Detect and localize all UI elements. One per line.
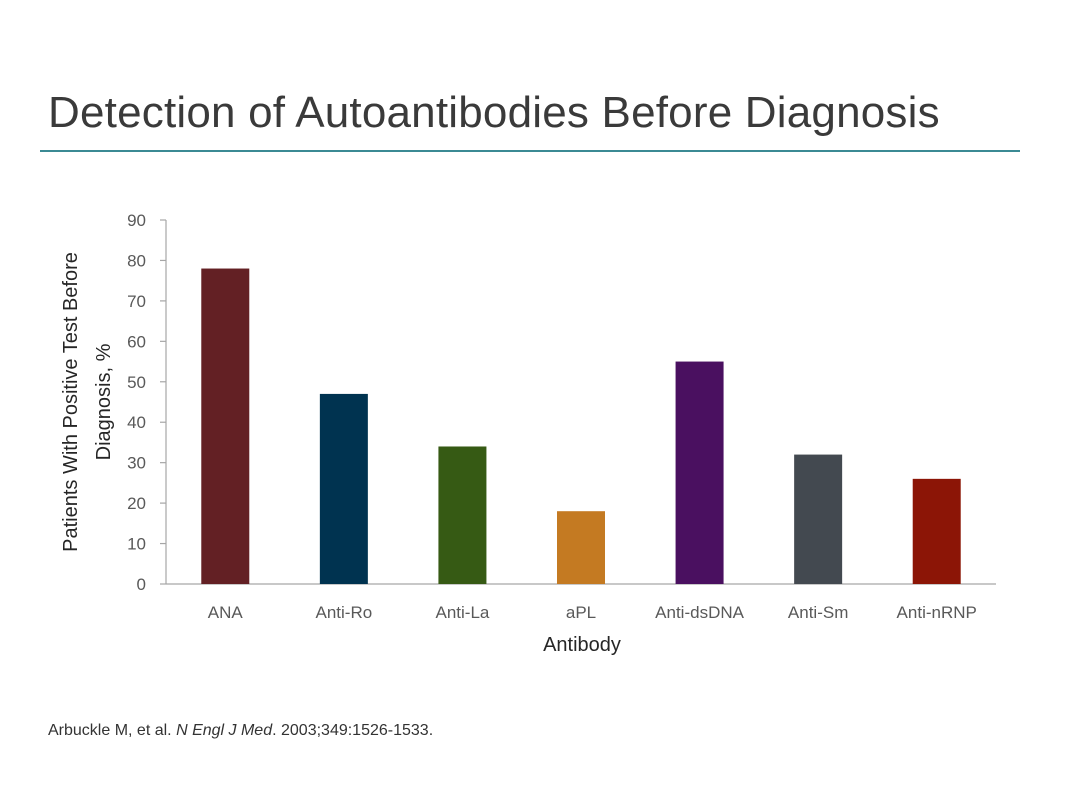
- bars: [201, 268, 961, 584]
- bar-ana: [201, 268, 250, 584]
- y-tick-label: 40: [127, 413, 146, 432]
- y-tick-label: 20: [127, 494, 146, 513]
- bar-anti-la: [438, 446, 487, 584]
- x-axis-title: Antibody: [543, 634, 621, 656]
- y-tick-label: 70: [127, 292, 146, 311]
- x-tick-label: Anti-La: [435, 603, 489, 622]
- slide-title: Detection of Autoantibodies Before Diagn…: [48, 88, 940, 137]
- x-tick-label: Anti-Ro: [316, 603, 373, 622]
- bar-anti-nrnp: [912, 478, 961, 584]
- y-axis-title-line-2: Diagnosis, %: [93, 343, 115, 460]
- y-tick-label: 10: [127, 535, 146, 554]
- x-tick-label: Anti-nRNP: [897, 603, 977, 622]
- y-axis-title: Patients With Positive Test Before Diagn…: [60, 252, 115, 552]
- y-axis-title-line-1: Patients With Positive Test Before: [60, 252, 82, 552]
- x-tick-label: Anti-dsDNA: [655, 603, 744, 622]
- citation-details: . 2003;349:1526-1533.: [272, 722, 434, 739]
- y-axis: 0 10 20 30 40 50 60 70 80 90: [127, 211, 167, 594]
- bar-apl: [557, 511, 605, 584]
- x-axis: ANA Anti-Ro Anti-La aPL Anti-dsDNA Anti-Sm Ant…: [166, 583, 996, 622]
- y-tick-label: 30: [127, 454, 146, 473]
- y-tick-label: 50: [127, 373, 146, 392]
- citation-journal: N Engl J Med: [176, 722, 273, 739]
- citation: Arbuckle M, et al. N Engl J Med. 2003;34…: [48, 722, 433, 740]
- bar-anti-sm: [794, 454, 843, 584]
- x-tick-label: ANA: [208, 603, 244, 622]
- x-tick-label: Anti-Sm: [788, 603, 848, 622]
- y-tick-label: 0: [137, 575, 146, 594]
- bar-anti-dsdna: [675, 361, 724, 584]
- x-tick-label: aPL: [566, 603, 596, 622]
- title-divider: [40, 150, 1020, 152]
- y-tick-label: 90: [127, 211, 146, 230]
- y-tick-label: 80: [127, 251, 146, 270]
- y-tick-label: 60: [127, 332, 146, 351]
- bar-anti-ro: [319, 393, 368, 584]
- citation-authors: Arbuckle M, et al.: [48, 722, 172, 739]
